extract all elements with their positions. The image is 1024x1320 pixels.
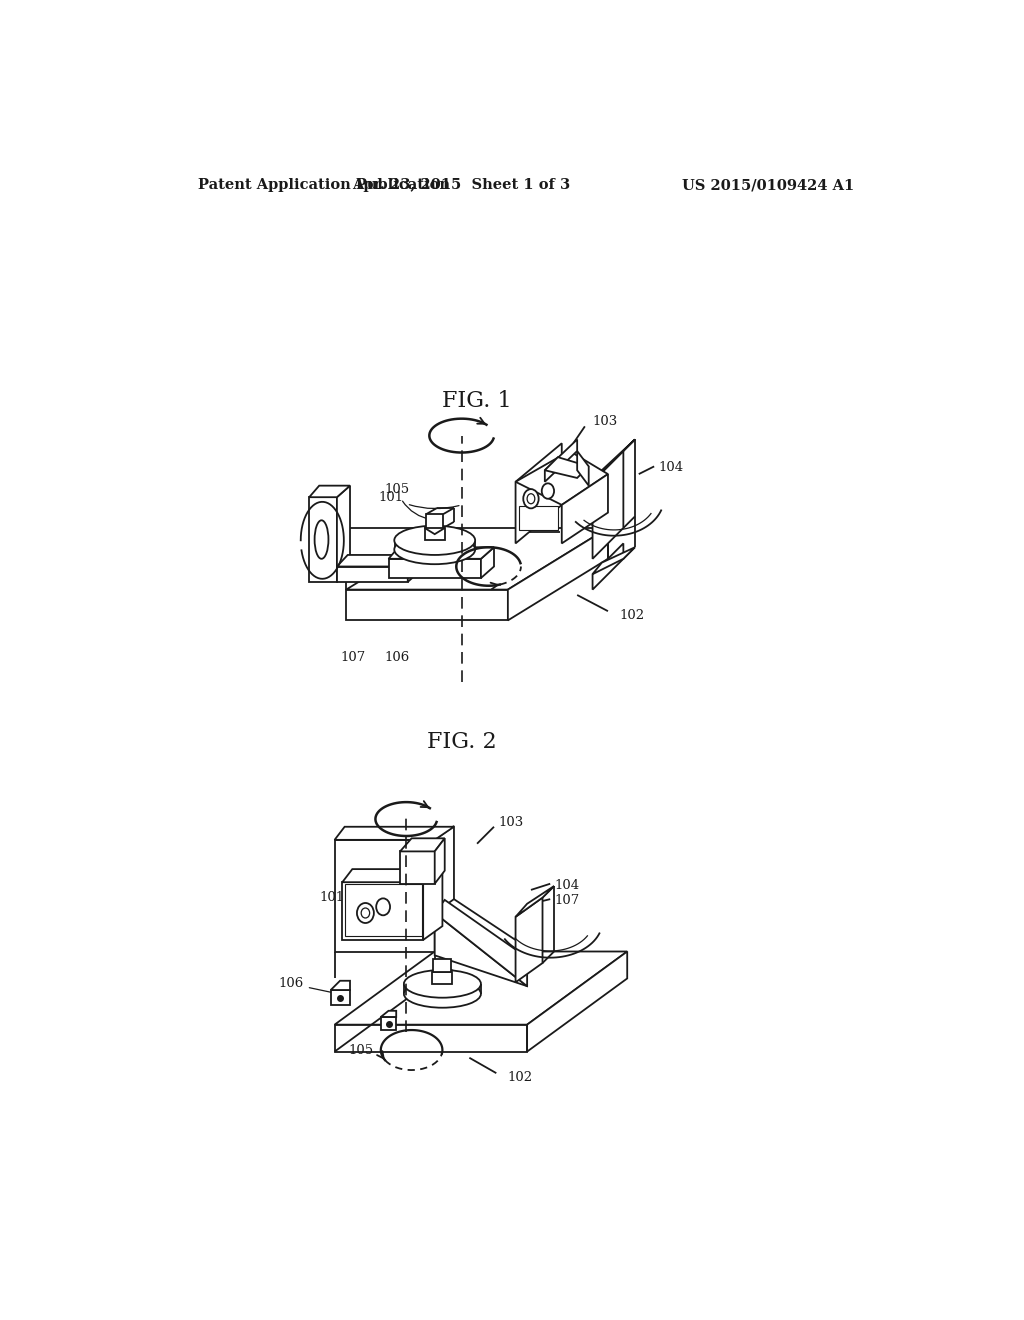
Text: Patent Application Publication: Patent Application Publication: [199, 178, 451, 193]
Ellipse shape: [527, 494, 535, 504]
Text: 105: 105: [348, 1044, 373, 1056]
Polygon shape: [388, 558, 481, 578]
Text: 107: 107: [554, 894, 580, 907]
Polygon shape: [519, 507, 558, 529]
Polygon shape: [515, 898, 543, 982]
Text: 101: 101: [379, 491, 459, 508]
Polygon shape: [435, 913, 527, 986]
Polygon shape: [515, 451, 608, 506]
Polygon shape: [508, 528, 608, 620]
Polygon shape: [593, 544, 624, 590]
Text: 107: 107: [340, 651, 366, 664]
Polygon shape: [400, 851, 435, 884]
Polygon shape: [593, 451, 624, 558]
Text: 105: 105: [384, 483, 432, 520]
Polygon shape: [345, 884, 422, 936]
Polygon shape: [381, 1011, 396, 1016]
Polygon shape: [435, 899, 527, 986]
Polygon shape: [346, 590, 508, 620]
Polygon shape: [423, 869, 442, 940]
Text: 104: 104: [658, 462, 683, 474]
Polygon shape: [335, 952, 628, 1024]
Polygon shape: [593, 548, 635, 574]
Polygon shape: [335, 826, 454, 840]
Text: 106: 106: [279, 977, 336, 993]
Polygon shape: [342, 882, 423, 940]
Polygon shape: [337, 486, 350, 582]
Ellipse shape: [403, 979, 481, 1007]
Polygon shape: [425, 521, 444, 535]
Polygon shape: [545, 457, 589, 478]
Polygon shape: [408, 554, 421, 582]
Polygon shape: [400, 838, 444, 851]
Text: 103: 103: [593, 416, 617, 428]
Polygon shape: [426, 515, 443, 528]
Polygon shape: [515, 444, 562, 544]
Text: FIG. 1: FIG. 1: [442, 389, 512, 412]
Polygon shape: [527, 952, 628, 1052]
Polygon shape: [433, 960, 451, 972]
Ellipse shape: [403, 970, 481, 998]
Polygon shape: [425, 528, 444, 540]
Text: 104: 104: [554, 879, 580, 892]
Polygon shape: [331, 990, 350, 1006]
Polygon shape: [335, 1024, 527, 1052]
Ellipse shape: [314, 520, 329, 558]
Polygon shape: [337, 554, 421, 566]
Ellipse shape: [394, 535, 475, 564]
Polygon shape: [435, 838, 444, 884]
Polygon shape: [515, 886, 554, 917]
Text: 102: 102: [508, 1072, 532, 1084]
Ellipse shape: [361, 908, 370, 917]
Polygon shape: [331, 981, 350, 990]
Ellipse shape: [357, 903, 374, 923]
Polygon shape: [346, 528, 608, 590]
Polygon shape: [435, 826, 454, 952]
Polygon shape: [342, 869, 442, 882]
Polygon shape: [337, 566, 408, 582]
Ellipse shape: [542, 483, 554, 499]
Polygon shape: [593, 440, 635, 482]
Ellipse shape: [376, 899, 390, 915]
Ellipse shape: [523, 490, 539, 508]
Polygon shape: [309, 498, 337, 582]
Polygon shape: [481, 548, 494, 578]
Polygon shape: [309, 486, 350, 498]
Ellipse shape: [394, 525, 475, 554]
Polygon shape: [545, 440, 578, 482]
Polygon shape: [381, 1016, 396, 1030]
Text: 103: 103: [499, 816, 524, 829]
Polygon shape: [578, 451, 589, 486]
Text: FIG. 2: FIG. 2: [427, 731, 497, 752]
Text: US 2015/0109424 A1: US 2015/0109424 A1: [682, 178, 854, 193]
Text: 102: 102: [620, 610, 645, 622]
Polygon shape: [335, 840, 435, 952]
Text: Apr. 23, 2015  Sheet 1 of 3: Apr. 23, 2015 Sheet 1 of 3: [352, 178, 570, 193]
Polygon shape: [388, 548, 494, 558]
Text: 101: 101: [319, 891, 403, 907]
Polygon shape: [562, 474, 608, 544]
Polygon shape: [435, 900, 527, 986]
Text: 106: 106: [385, 651, 410, 664]
Polygon shape: [432, 972, 453, 983]
